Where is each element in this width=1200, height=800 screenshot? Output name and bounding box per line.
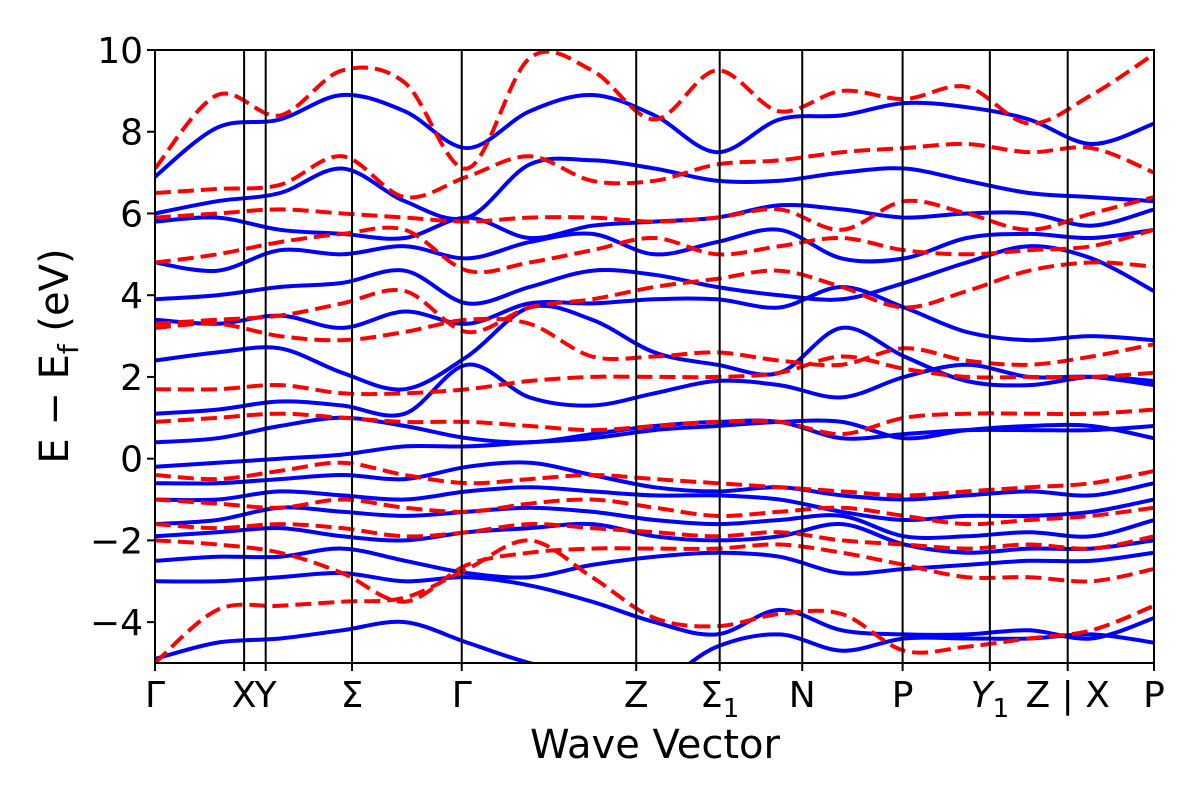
band-line	[155, 225, 1154, 275]
x-tick-label-sub: 1	[723, 694, 740, 724]
y-tick-label: 4	[120, 276, 143, 317]
band-line	[155, 497, 1154, 527]
band-line	[155, 521, 1154, 555]
x-tick-label: X	[232, 675, 257, 716]
x-tick-label-main: Σ	[341, 675, 364, 716]
band-line	[155, 505, 1154, 540]
band-line	[155, 260, 1154, 335]
y-tick-label: 2	[120, 358, 143, 399]
band-line	[155, 303, 1154, 392]
x-tick-label: Σ	[341, 675, 364, 716]
x-axis-title: Wave Vector	[530, 722, 781, 768]
band-line	[155, 460, 1154, 502]
x-tick-label-main: Z	[624, 675, 649, 716]
band-line	[155, 522, 1154, 551]
band-line	[155, 546, 1154, 580]
band-line	[155, 285, 1154, 343]
y-tick-label: −4	[90, 603, 143, 644]
x-tick-label-main: P	[892, 675, 914, 716]
band-line	[155, 202, 1154, 241]
band-line	[155, 195, 1154, 232]
band-line	[155, 316, 1154, 368]
y-tick-label: 10	[97, 31, 143, 72]
band-line	[155, 362, 1154, 418]
y-axis: −4 −2 0 2 4 6 8 10	[90, 31, 155, 644]
y-tick-label: 0	[120, 440, 143, 481]
band-line	[155, 460, 1154, 498]
band-line	[155, 485, 1154, 523]
x-tick-label-main: Y	[254, 675, 278, 716]
band-line	[155, 538, 1154, 604]
y-axis-title-sub: f	[52, 343, 85, 354]
band-line	[155, 619, 1154, 663]
x-tick-label-main: Σ	[700, 675, 723, 716]
band-line	[155, 156, 1154, 221]
band-line	[155, 415, 1154, 445]
x-tick-label: Z | X	[1026, 675, 1110, 716]
y-tick-label: 6	[120, 194, 143, 235]
x-tick-label: Γ	[145, 675, 165, 716]
band-line	[155, 354, 1154, 397]
x-tick-label: P	[892, 675, 914, 716]
band-line	[155, 92, 1154, 179]
y-axis-title: E − Ef (eV)	[32, 248, 85, 463]
x-tick-label: P	[1143, 675, 1165, 716]
x-tick-label: Σ1	[700, 675, 739, 724]
x-tick-label: Y	[254, 675, 278, 716]
y-axis-title-unit: (eV)	[32, 248, 78, 344]
x-tick-label-main: Γ	[145, 675, 165, 716]
x-tick-label-main: Z | X	[1026, 675, 1110, 716]
x-tick-label: N	[789, 675, 816, 716]
band-line	[155, 407, 1154, 437]
x-tick-label: Y1	[971, 675, 1010, 724]
x-tick-label-sub: 1	[993, 694, 1010, 724]
band-line	[155, 141, 1154, 200]
band-line	[155, 538, 1154, 663]
y-axis-title-main: E − E	[32, 354, 78, 464]
band-line	[155, 571, 1154, 641]
x-tick-label-main: Y	[971, 675, 996, 716]
x-tick-label: Z	[624, 675, 649, 716]
x-tick-label: Γ	[452, 675, 472, 716]
x-tick-label-main: X	[232, 675, 257, 716]
x-tick-label-main: N	[789, 675, 816, 716]
y-tick-label: 8	[120, 113, 143, 154]
x-tick-label-main: P	[1143, 675, 1165, 716]
band-line	[155, 227, 1154, 273]
high-symmetry-lines	[243, 50, 1069, 663]
plot-frame	[154, 49, 1155, 664]
y-tick-label: −2	[90, 521, 143, 562]
x-tick-label-main: Γ	[452, 675, 472, 716]
